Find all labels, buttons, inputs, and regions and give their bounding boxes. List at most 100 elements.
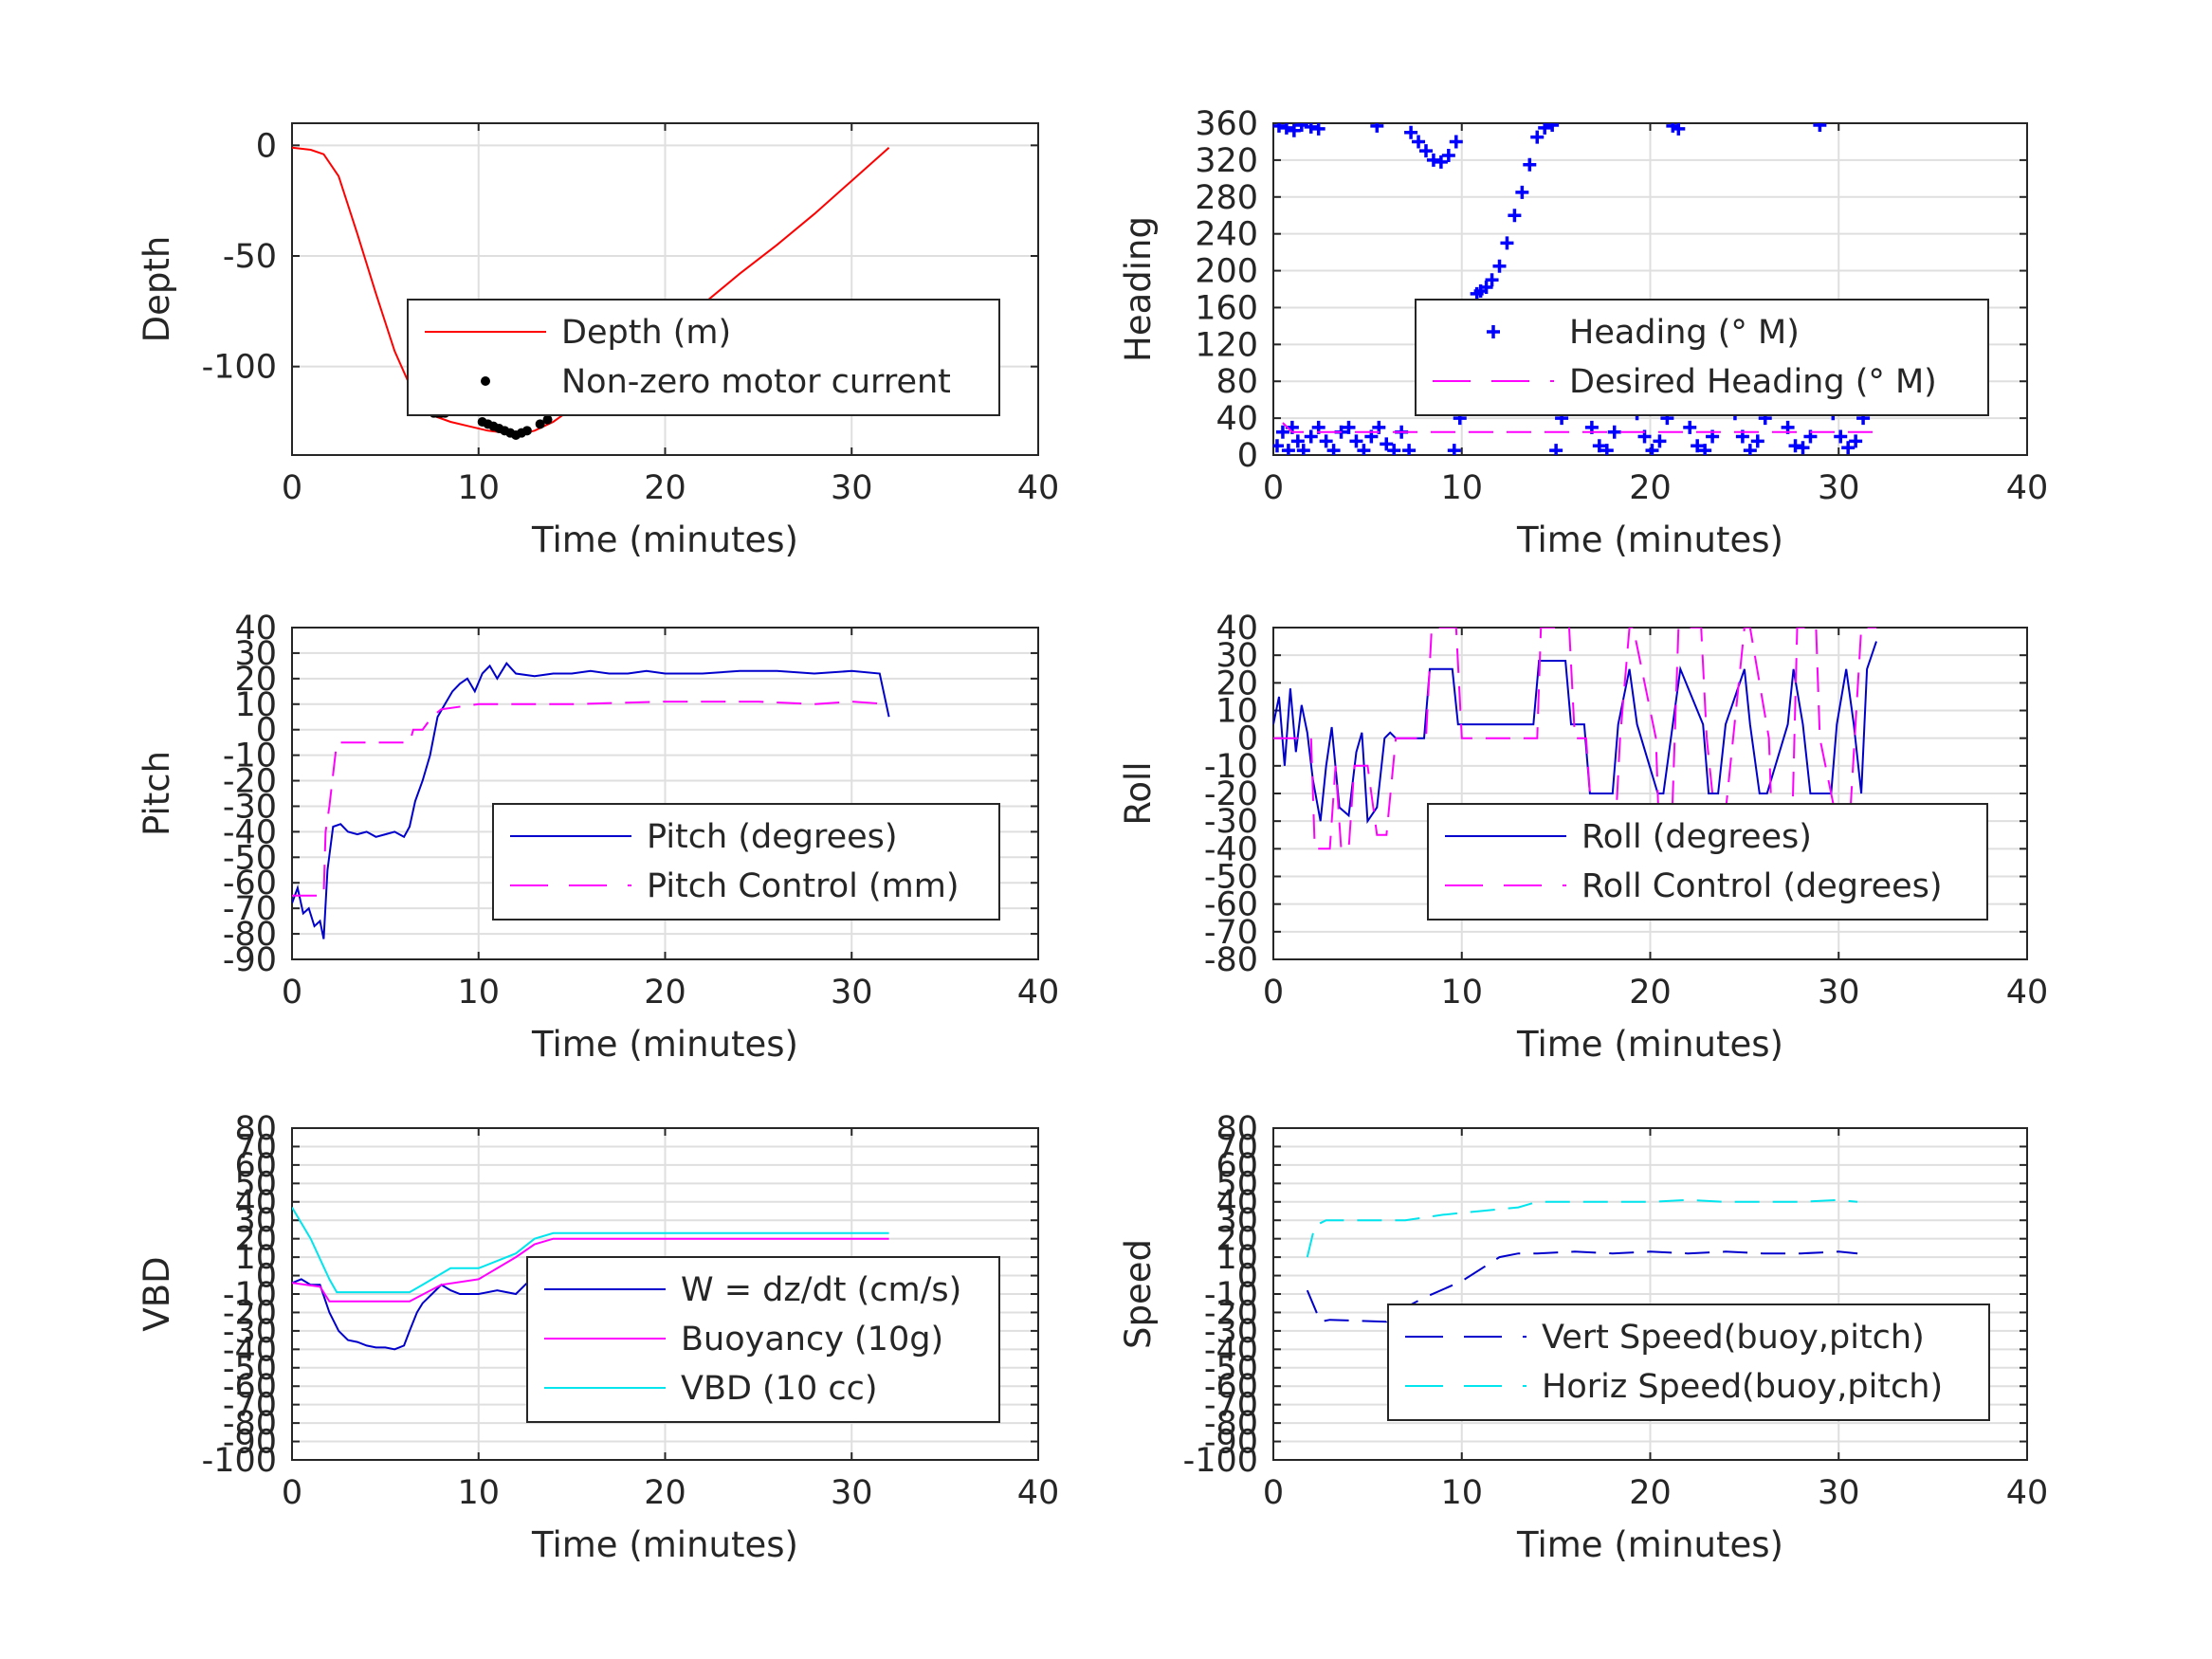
series-line — [292, 662, 890, 939]
y-tick-label: 40 — [234, 1184, 277, 1222]
data-point — [1607, 425, 1621, 439]
y-tick-label: -20 — [1204, 1294, 1258, 1332]
series-line — [1306, 1198, 1858, 1258]
legend: Pitch (degrees) Pitch Control (mm) — [492, 803, 1000, 921]
data-point — [1545, 123, 1560, 132]
x-tick-label: 0 — [1263, 1474, 1284, 1512]
series-0 — [292, 662, 890, 939]
data-point — [1515, 185, 1529, 199]
data-point — [1592, 439, 1606, 453]
legend-box — [492, 803, 1000, 921]
data-point — [1418, 144, 1433, 158]
y-tick-label: 0 — [256, 1258, 277, 1296]
subplot-speed: 0 10 20 30 4080706050403020100-10-20-30-40-5… — [1118, 1110, 2048, 1565]
data-point — [1500, 236, 1514, 250]
data-point — [1653, 434, 1667, 448]
legend: Vert Speed(buoy,pitch) Horiz Speed(buoy,p… — [1387, 1304, 1990, 1421]
legend-label: Roll (degrees) — [1581, 818, 1812, 856]
x-tick-label: 20 — [644, 469, 686, 507]
subplot-depth: 0 10 20 30 40 0 -50 -100 Time (minutes) Depth Dept… — [137, 122, 1059, 560]
y-tick-label: -50 — [223, 1350, 277, 1388]
subplot-pitch: 0 10 20 30 40403020100-10-20-30-40-50-60-70-… — [137, 610, 1059, 1065]
legend: Roll (degrees) Roll Control (degrees) — [1427, 803, 1988, 921]
plot-area — [292, 662, 890, 939]
legend: W = dz/dt (cm/s) Buoyancy (10g) VBD (10 cc… — [526, 1256, 1000, 1423]
y-tick-label: 120 — [1195, 326, 1258, 364]
x-axis-label: Time (minutes) — [531, 1524, 798, 1565]
series-1 — [292, 701, 889, 897]
data-point — [1326, 444, 1341, 455]
data-point — [1304, 123, 1318, 134]
legend-symbol — [1487, 325, 1500, 338]
data-point — [1426, 153, 1440, 167]
data-point — [1449, 135, 1463, 149]
data-point — [1743, 444, 1757, 455]
series-line — [1306, 1250, 1858, 1323]
data-point — [1342, 420, 1356, 434]
y-tick-label: -80 — [1204, 1405, 1258, 1443]
x-tick-label: 10 — [1440, 1474, 1483, 1512]
y-tick-label: 0 — [256, 127, 277, 165]
data-point — [1441, 149, 1455, 163]
x-tick-label: 30 — [831, 469, 873, 507]
y-tick-label: -70 — [1204, 914, 1258, 952]
data-point — [1357, 444, 1371, 455]
x-tick-label: 40 — [2006, 1474, 2049, 1512]
y-tick-label: -40 — [223, 1331, 277, 1369]
data-point — [1287, 123, 1301, 137]
x-tick-label: 20 — [644, 974, 686, 1012]
x-axis-label: Time (minutes) — [1516, 1524, 1783, 1565]
data-point — [1273, 123, 1286, 133]
y-tick-label: -40 — [1204, 830, 1258, 868]
data-point — [1273, 439, 1284, 453]
y-axis-label: Pitch — [137, 751, 177, 836]
y-tick-label: -50 — [223, 238, 277, 276]
legend-box — [407, 299, 1000, 416]
legend: Heading (° M) Desired Heading (° M) — [1415, 299, 1989, 416]
data-point — [1549, 444, 1563, 455]
series-2 — [292, 1207, 889, 1294]
y-tick-label: 20 — [1216, 1221, 1258, 1259]
y-tick-label: -70 — [223, 1387, 277, 1425]
y-tick-label: 240 — [1195, 216, 1258, 254]
data-point — [521, 426, 532, 436]
series-line — [292, 1237, 889, 1303]
y-tick-label: 0 — [1237, 720, 1258, 758]
y-tick-label: 0 — [1237, 1258, 1258, 1296]
data-point — [1796, 441, 1810, 455]
legend-label: Non-zero motor current — [561, 363, 951, 401]
y-tick-label: 360 — [1195, 105, 1258, 143]
x-tick-label: 10 — [457, 974, 500, 1012]
y-tick-label: -90 — [223, 1424, 277, 1462]
y-tick-label: 80 — [1216, 1110, 1258, 1148]
y-tick-label: 70 — [234, 1128, 277, 1166]
y-tick-label: -90 — [1204, 1424, 1258, 1462]
x-tick-label: 30 — [831, 974, 873, 1012]
y-tick-label: -10 — [223, 1276, 277, 1314]
data-point — [1672, 123, 1686, 136]
data-point — [535, 419, 545, 429]
y-tick-label: -20 — [223, 763, 277, 801]
data-point — [1296, 444, 1310, 455]
data-point — [1813, 123, 1827, 132]
data-point — [1849, 434, 1863, 448]
data-point — [1294, 123, 1308, 132]
subplot-heading: 0 10 20 30 4004080120160200240280320360Time … — [1118, 105, 2048, 560]
data-point — [1508, 209, 1522, 223]
data-point — [1380, 437, 1394, 451]
y-tick-label: -100 — [202, 1442, 277, 1480]
x-tick-label: 20 — [1629, 469, 1672, 507]
data-point — [1412, 135, 1426, 149]
subplot-vbd: 0 10 20 30 4080706050403020100-10-20-30-40-5… — [137, 1110, 1059, 1565]
y-axis-label: Depth — [137, 236, 177, 343]
series-0 — [1273, 641, 1877, 825]
y-tick-label: 40 — [1216, 1184, 1258, 1222]
x-tick-label: 0 — [282, 469, 302, 507]
data-point — [1523, 157, 1537, 172]
series-1 — [1306, 1198, 1858, 1258]
y-tick-label: 10 — [1216, 693, 1258, 731]
data-point — [1750, 434, 1764, 448]
y-tick-label: -90 — [223, 941, 277, 979]
y-tick-label: -30 — [223, 788, 277, 826]
